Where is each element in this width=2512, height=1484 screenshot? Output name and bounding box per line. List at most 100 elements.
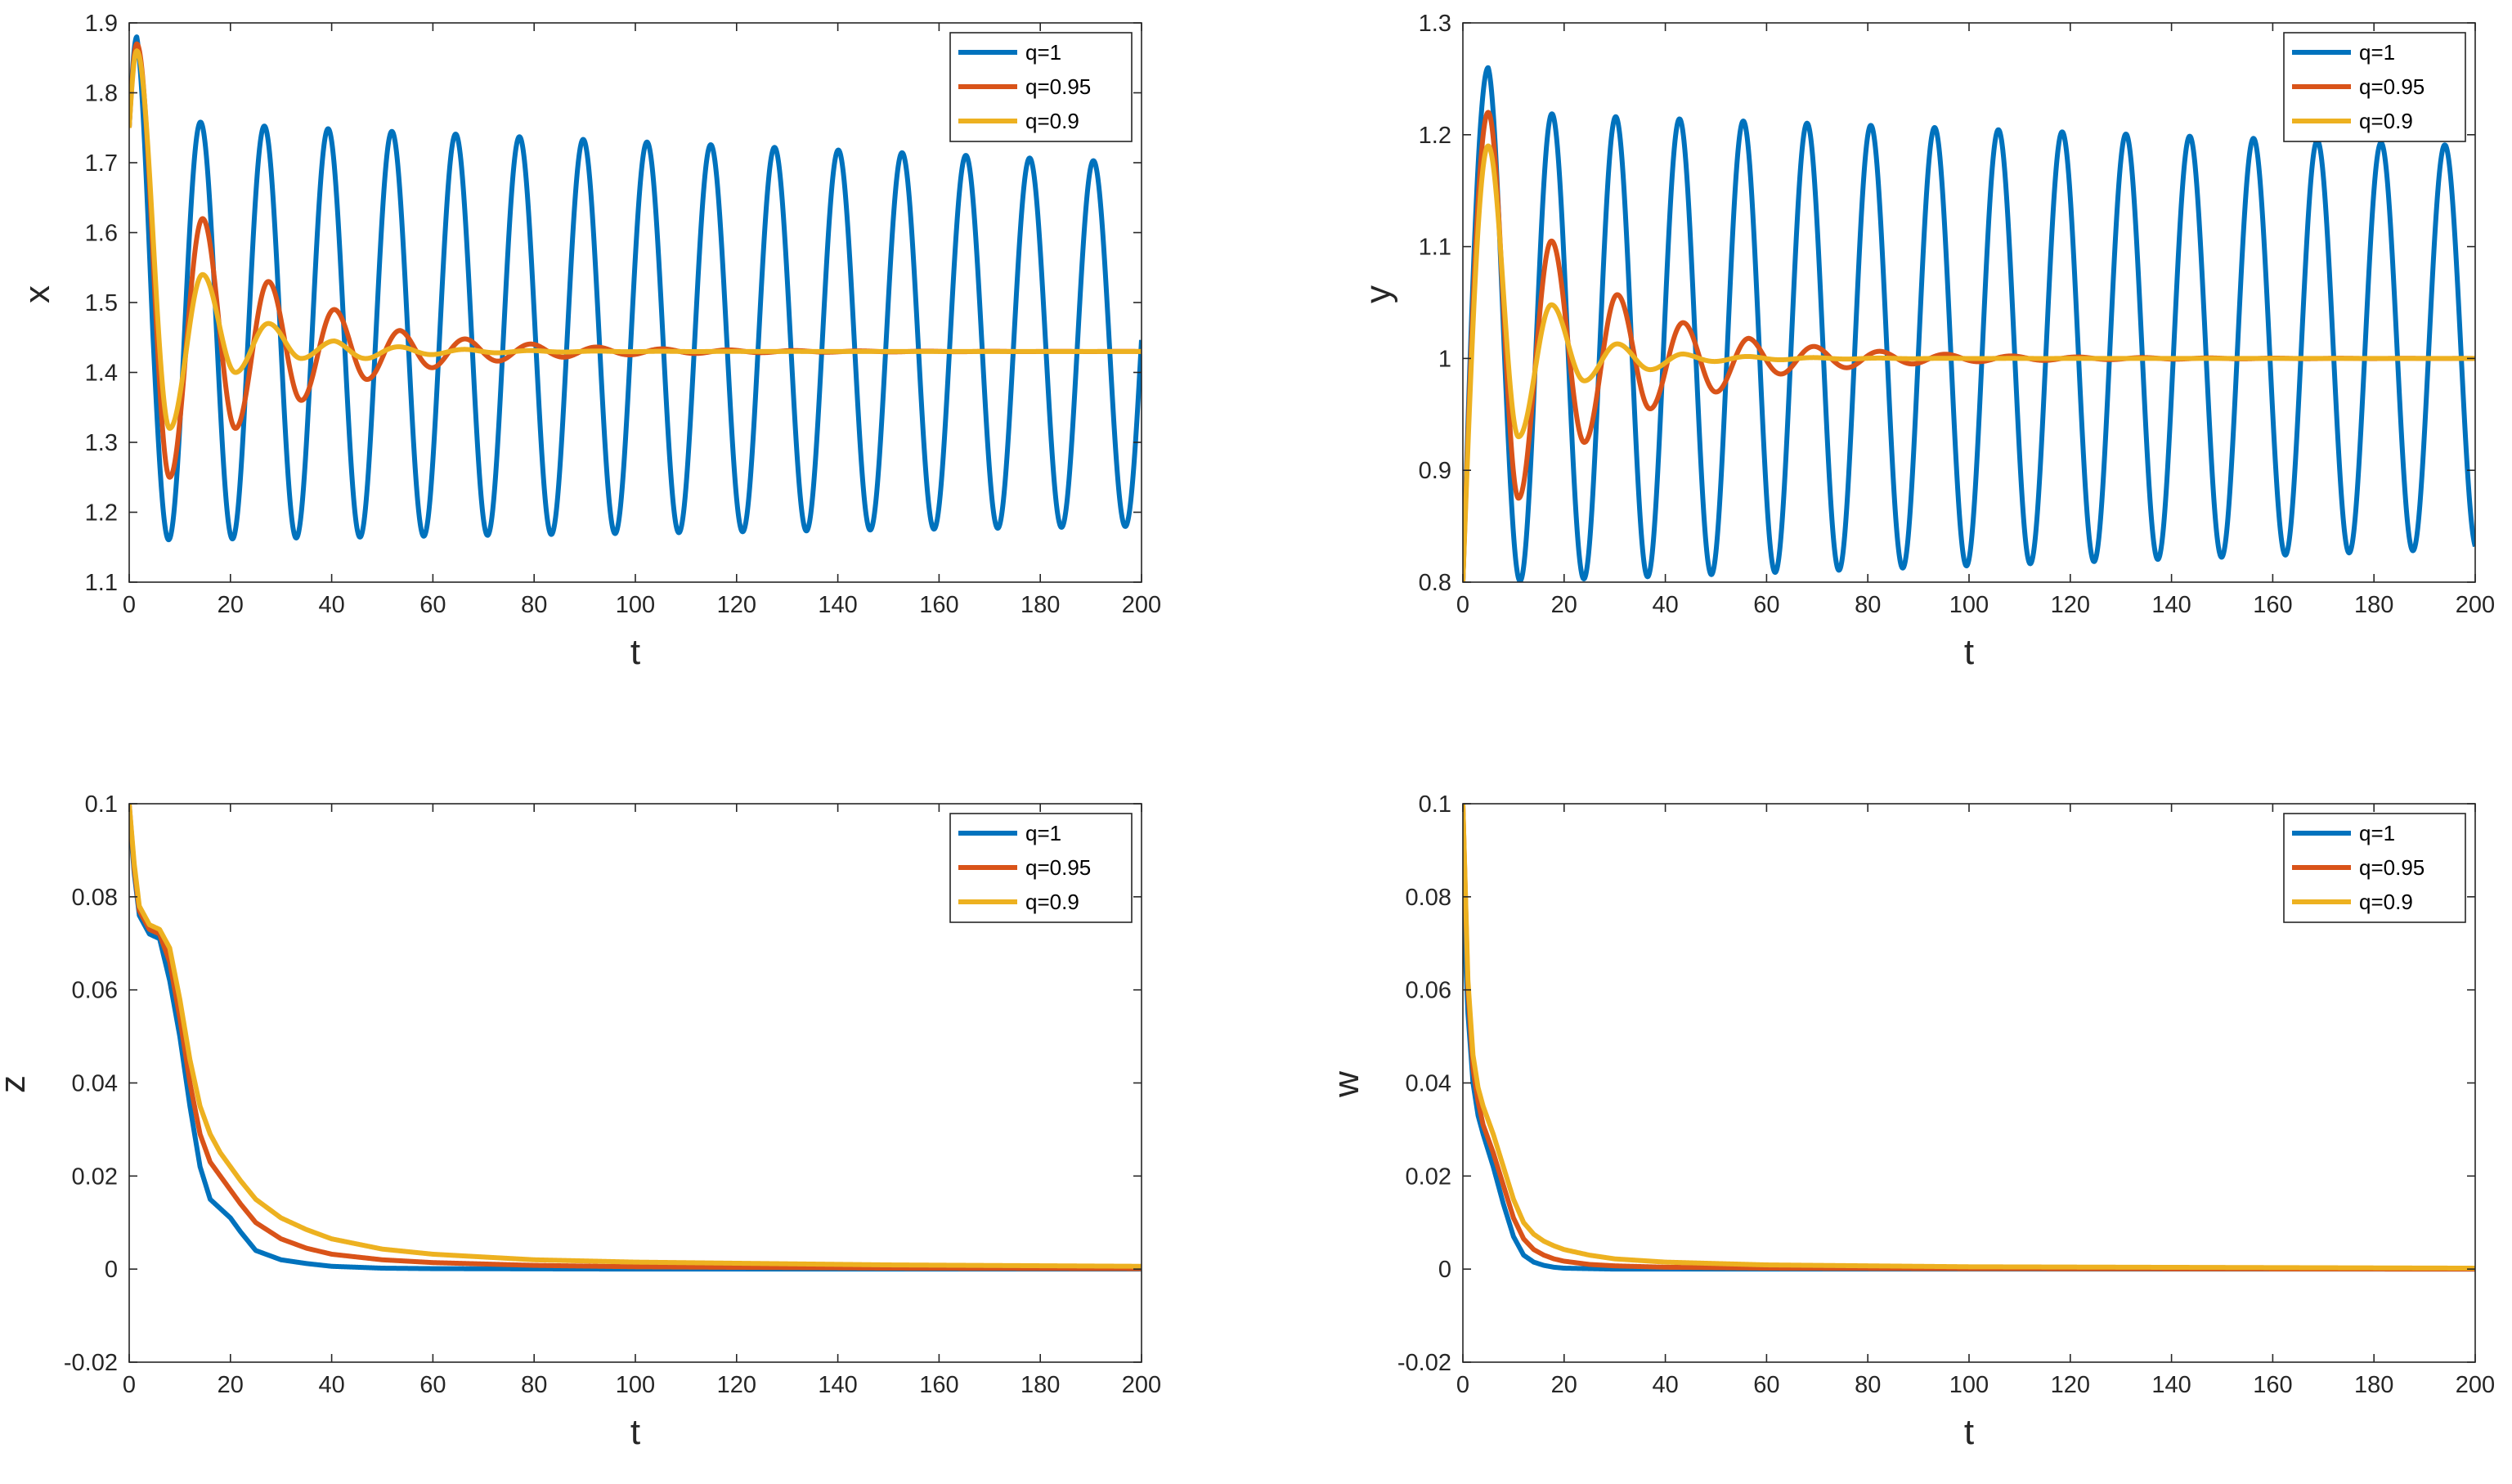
x-axis-label: t xyxy=(1964,1412,1974,1452)
x-tick-label: 200 xyxy=(1122,592,1161,618)
legend-label: q=1 xyxy=(2359,40,2395,65)
legend-label: q=0.9 xyxy=(1025,109,1079,133)
y-tick-label: 1.1 xyxy=(85,570,118,596)
x-tick-label: 100 xyxy=(1949,1372,1989,1398)
series-line-q=0.9 xyxy=(129,804,1142,1269)
y-tick-label: 1.2 xyxy=(85,500,118,527)
x-tick-label: 180 xyxy=(1020,592,1060,618)
y-tick-label: 0 xyxy=(1438,1257,1451,1283)
x-tick-label: 120 xyxy=(2051,592,2090,618)
x-tick-label: 80 xyxy=(1855,592,1881,618)
x-tick-label: 160 xyxy=(2253,592,2292,618)
y-axis-label: y xyxy=(1358,285,1398,303)
y-tick-label: 0.9 xyxy=(1419,458,1451,484)
x-tick-label: 180 xyxy=(2354,592,2393,618)
chart-panel-4: 0 20 40 60 80 100 120 140 160 180 200-0.0200.020.0… xyxy=(1326,791,2495,1452)
legend-label: q=0.95 xyxy=(1025,855,1091,880)
x-axis-label: t xyxy=(630,632,640,672)
y-tick-label: 0.1 xyxy=(1419,791,1451,818)
x-tick-label: 120 xyxy=(717,592,756,618)
x-tick-label: 80 xyxy=(521,592,547,618)
legend-label: q=0.95 xyxy=(2359,74,2425,99)
y-axis-label: z xyxy=(0,1075,33,1093)
x-tick-label: 0 xyxy=(123,592,136,618)
x-tick-label: 20 xyxy=(218,592,244,618)
legend-label: q=1 xyxy=(1025,40,1061,65)
y-tick-label: 0.1 xyxy=(85,791,118,818)
y-tick-label: 0.8 xyxy=(1419,570,1451,596)
y-tick-label: 0.08 xyxy=(1406,885,1451,911)
legend: q=1 q=0.95 q=0.9 xyxy=(2283,32,2466,142)
y-tick-label: 1.4 xyxy=(85,361,118,387)
legend-label: q=0.9 xyxy=(2359,890,2413,914)
legend: q=1 q=0.95 q=0.9 xyxy=(2283,813,2466,923)
y-axis-label: x xyxy=(17,285,57,303)
legend-label: q=0.9 xyxy=(2359,109,2413,133)
x-tick-label: 160 xyxy=(919,592,958,618)
series-line-q=1 xyxy=(129,34,1142,543)
y-tick-label: 0.02 xyxy=(72,1163,118,1190)
x-tick-label: 200 xyxy=(2456,1372,2495,1398)
x-tick-label: 140 xyxy=(818,1372,857,1398)
y-tick-label: 1.2 xyxy=(1419,123,1451,149)
x-tick-label: 140 xyxy=(818,592,857,618)
x-tick-label: 200 xyxy=(2456,592,2495,618)
x-tick-label: 40 xyxy=(1652,592,1678,618)
y-tick-label: 1.8 xyxy=(85,81,118,107)
y-tick-label: 1.3 xyxy=(85,430,118,456)
x-tick-label: 180 xyxy=(1020,1372,1060,1398)
y-tick-label: 0.06 xyxy=(72,978,118,1004)
series-line-q=0.9 xyxy=(1463,804,2475,1271)
x-axis-label: t xyxy=(1964,632,1974,672)
y-tick-label: 1.1 xyxy=(1419,235,1451,261)
x-tick-label: 40 xyxy=(1652,1372,1678,1398)
y-tick-label: 1.6 xyxy=(85,221,118,247)
series-line-q=0.95 xyxy=(129,804,1142,1271)
x-tick-label: 100 xyxy=(616,1372,655,1398)
x-tick-label: 160 xyxy=(919,1372,958,1398)
legend-label: q=0.95 xyxy=(2359,855,2425,880)
series-line-q=0.9 xyxy=(129,48,1142,431)
x-tick-label: 160 xyxy=(2253,1372,2292,1398)
x-tick-label: 100 xyxy=(616,592,655,618)
x-tick-label: 60 xyxy=(419,1372,446,1398)
y-axis-label: w xyxy=(1326,1071,1366,1098)
y-tick-label: 1.5 xyxy=(85,290,118,316)
x-axis-label: t xyxy=(630,1412,640,1452)
chart-panel-2: 0 20 40 60 80 100 120 140 160 180 200 0.8 0.9 1 1.1 1.2… xyxy=(1358,11,2495,672)
x-tick-label: 120 xyxy=(717,1372,756,1398)
x-tick-label: 20 xyxy=(218,1372,244,1398)
x-tick-label: 60 xyxy=(1753,1372,1779,1398)
x-tick-label: 60 xyxy=(1753,592,1779,618)
y-tick-label: 1.7 xyxy=(85,150,118,177)
x-tick-label: 120 xyxy=(2051,1372,2090,1398)
y-tick-label: 0.06 xyxy=(1406,978,1451,1004)
y-tick-label: 0.08 xyxy=(72,885,118,911)
x-tick-label: 80 xyxy=(521,1372,547,1398)
x-tick-label: 80 xyxy=(1855,1372,1881,1398)
y-tick-label: 0.02 xyxy=(1406,1163,1451,1190)
x-tick-label: 100 xyxy=(1949,592,1989,618)
y-tick-label: 1.9 xyxy=(85,11,118,37)
legend-label: q=1 xyxy=(2359,821,2395,845)
y-tick-label: 1.3 xyxy=(1419,11,1451,37)
legend-label: q=0.9 xyxy=(1025,890,1079,914)
x-tick-label: 180 xyxy=(2354,1372,2393,1398)
x-tick-label: 0 xyxy=(1456,592,1469,618)
legend-label: q=1 xyxy=(1025,821,1061,845)
legend: q=1 q=0.95 q=0.9 xyxy=(949,32,1133,142)
y-tick-label: 0 xyxy=(105,1257,118,1283)
y-tick-label: 0.04 xyxy=(72,1071,118,1097)
x-tick-label: 200 xyxy=(1122,1372,1161,1398)
x-tick-label: 40 xyxy=(318,1372,344,1398)
x-tick-label: 140 xyxy=(2151,1372,2191,1398)
legend: q=1 q=0.95 q=0.9 xyxy=(949,813,1133,923)
x-tick-label: 40 xyxy=(318,592,344,618)
y-tick-label: -0.02 xyxy=(64,1350,118,1376)
y-tick-label: -0.02 xyxy=(1397,1350,1451,1376)
legend-label: q=0.95 xyxy=(1025,74,1091,99)
x-tick-label: 20 xyxy=(1551,592,1577,618)
x-tick-label: 60 xyxy=(419,592,446,618)
series-line-q=0.9 xyxy=(1463,143,2475,582)
